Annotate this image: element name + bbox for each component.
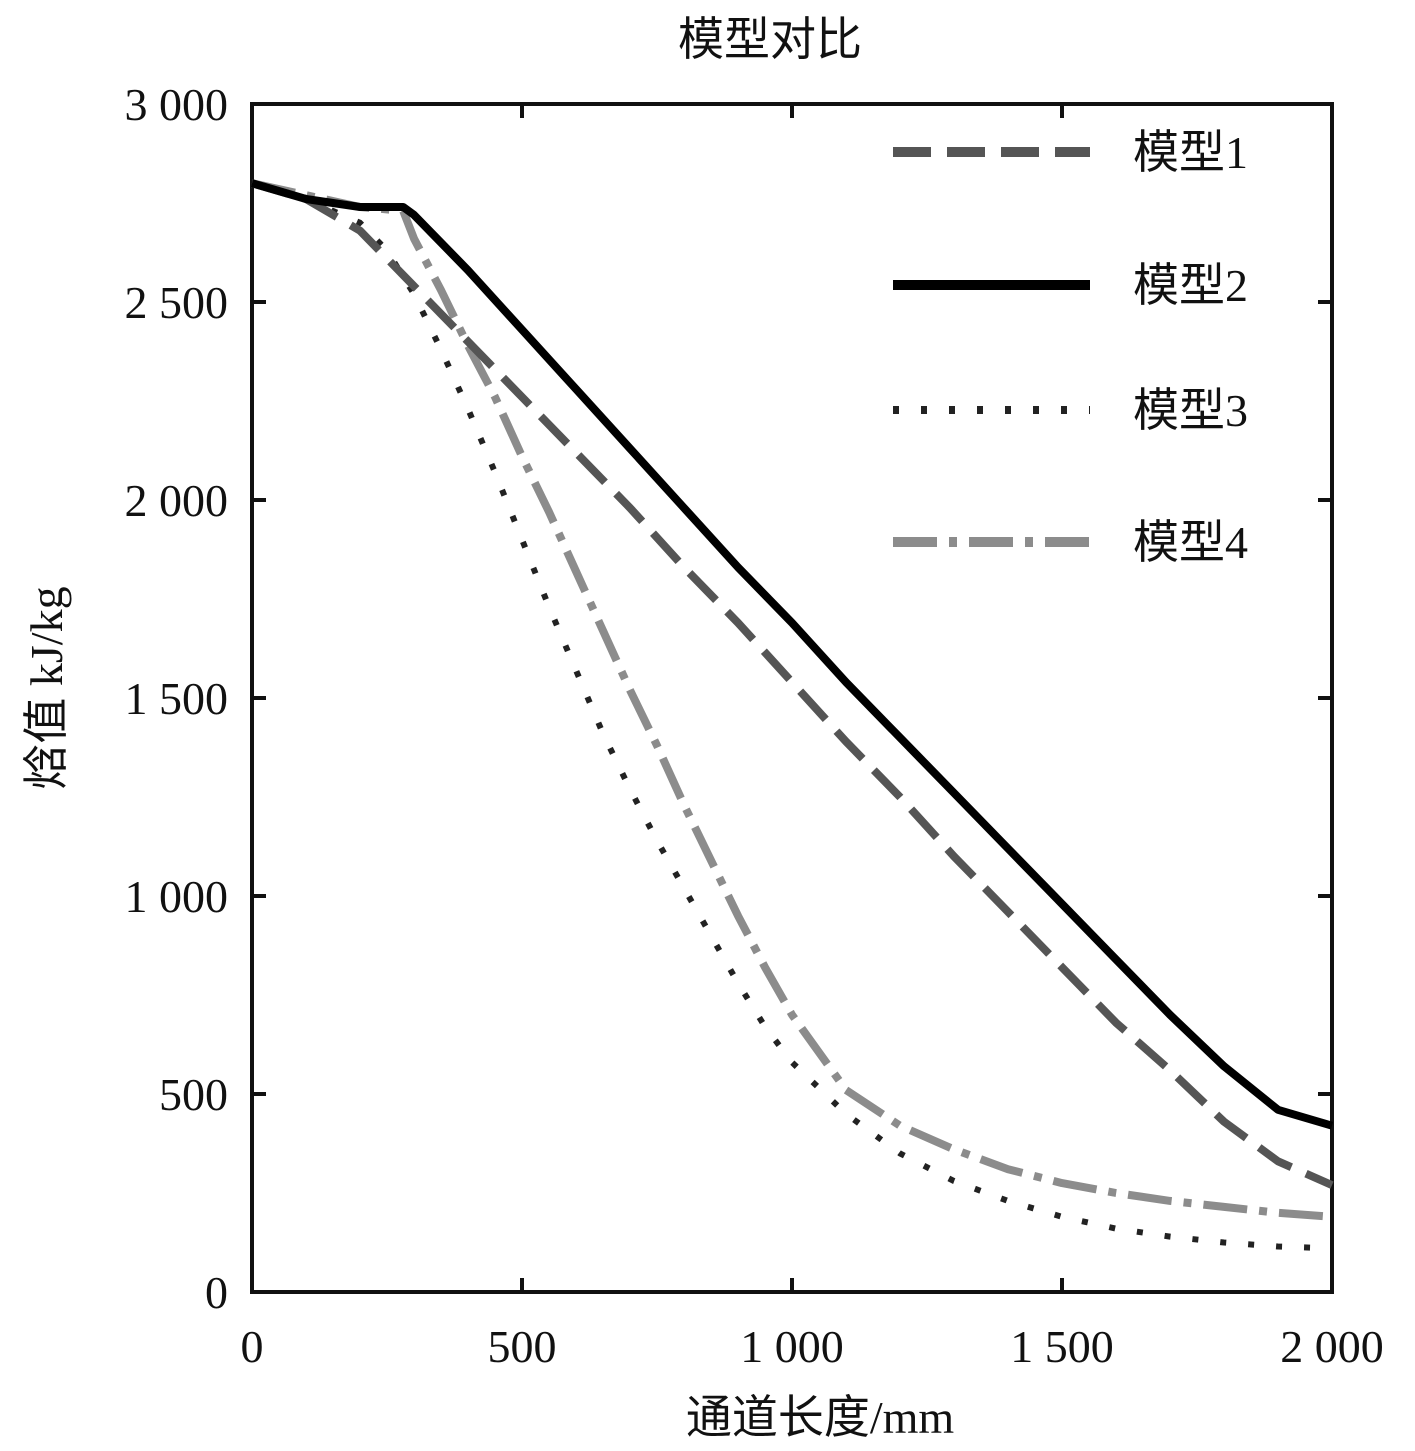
series-layer (250, 179, 1334, 1252)
x-tick-label-2: 1 000 (740, 1321, 844, 1372)
y-tick-label-0: 0 (205, 1267, 228, 1318)
tick-layer (250, 102, 1334, 1294)
plot-area (250, 102, 1334, 1294)
legend-label-2: 模型2 (1133, 260, 1248, 311)
y-tick-label-6: 3 000 (125, 79, 229, 130)
series-line-4 (251, 179, 1333, 1221)
legend-item-3: 模型3 (893, 385, 1248, 436)
legend: 模型1 模型2 模型3 模型4 (893, 127, 1248, 568)
x-axis-label: 通道长度/mm (686, 1392, 955, 1443)
x-tick-label-0: 0 (241, 1321, 264, 1372)
x-tick-label-1: 500 (488, 1321, 557, 1372)
y-tick-label-5: 2 500 (125, 277, 229, 328)
y-tick-label-3: 1 500 (125, 673, 229, 724)
y-tick-label-1: 500 (159, 1069, 228, 1120)
legend-item-1: 模型1 (893, 127, 1248, 178)
series-line-1 (250, 179, 1334, 1189)
legend-item-4: 模型4 (893, 517, 1248, 568)
y-tick-labels: 0 500 1 000 1 500 2 000 2 500 3 000 (125, 79, 229, 1318)
legend-label-1: 模型1 (1133, 127, 1248, 178)
x-tick-label-4: 2 000 (1280, 1321, 1384, 1372)
y-tick-label-2: 1 000 (125, 871, 229, 922)
chart-title: 模型对比 (678, 14, 862, 65)
legend-label-4: 模型4 (1133, 517, 1248, 568)
x-tick-labels: 0 500 1 000 1 500 2 000 (241, 1321, 1384, 1372)
series-line-2 (250, 179, 1334, 1130)
legend-item-2: 模型2 (893, 260, 1248, 311)
legend-label-3: 模型3 (1133, 385, 1248, 436)
x-tick-label-3: 1 500 (1010, 1321, 1114, 1372)
y-tick-label-4: 2 000 (125, 475, 229, 526)
y-axis-label: 焓值 kJ/kg (21, 586, 72, 789)
